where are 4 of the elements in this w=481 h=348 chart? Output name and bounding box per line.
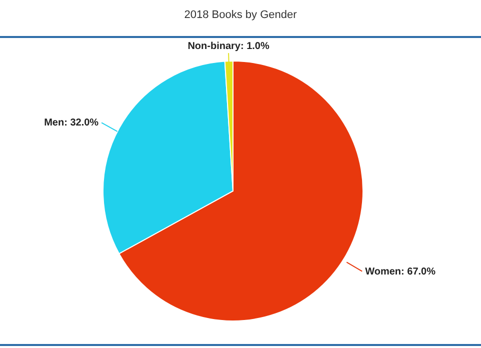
slice-label: Non-binary: 1.0% <box>188 41 270 52</box>
slice-label: Men: 32.0% <box>44 118 99 129</box>
slice-label: Women: 67.0% <box>365 266 436 278</box>
chart-title: 2018 Books by Gender <box>183 8 298 23</box>
